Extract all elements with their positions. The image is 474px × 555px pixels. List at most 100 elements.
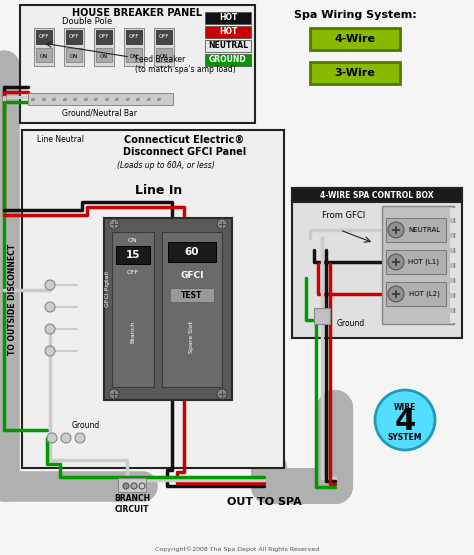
Text: OFF: OFF: [39, 34, 49, 39]
FancyBboxPatch shape: [126, 48, 142, 62]
FancyBboxPatch shape: [64, 28, 84, 66]
FancyBboxPatch shape: [450, 238, 458, 248]
Text: OFF: OFF: [99, 34, 109, 39]
FancyBboxPatch shape: [116, 246, 150, 264]
FancyBboxPatch shape: [156, 30, 172, 44]
Circle shape: [131, 483, 137, 489]
Text: ø: ø: [73, 97, 77, 102]
FancyBboxPatch shape: [170, 288, 214, 302]
Text: OFF: OFF: [129, 34, 139, 39]
Text: OFF: OFF: [69, 34, 79, 39]
Circle shape: [109, 389, 119, 399]
Text: ø: ø: [126, 97, 129, 102]
Text: ø: ø: [105, 97, 109, 102]
Circle shape: [45, 280, 55, 290]
Text: ON: ON: [130, 53, 138, 58]
Text: OFF: OFF: [127, 270, 139, 275]
Text: ON: ON: [100, 53, 108, 58]
FancyBboxPatch shape: [162, 232, 222, 387]
Text: ø: ø: [63, 97, 66, 102]
FancyBboxPatch shape: [292, 188, 462, 202]
Text: NEUTRAL: NEUTRAL: [408, 227, 440, 233]
Circle shape: [109, 219, 119, 229]
Text: ON: ON: [70, 53, 78, 58]
Circle shape: [388, 286, 404, 302]
FancyBboxPatch shape: [66, 48, 82, 62]
Circle shape: [139, 483, 145, 489]
Circle shape: [61, 433, 71, 443]
Text: HOT: HOT: [219, 28, 237, 37]
Circle shape: [75, 433, 85, 443]
FancyBboxPatch shape: [310, 28, 400, 50]
Text: ON: ON: [128, 238, 138, 243]
Text: ø: ø: [115, 97, 119, 102]
Text: ø: ø: [136, 97, 140, 102]
FancyBboxPatch shape: [314, 308, 330, 324]
Text: TEST: TEST: [182, 290, 203, 300]
Text: ø: ø: [42, 97, 46, 102]
Text: WIRE: WIRE: [394, 402, 416, 411]
Text: Double Pole: Double Pole: [62, 18, 112, 27]
Text: ø: ø: [31, 97, 35, 102]
FancyBboxPatch shape: [20, 5, 255, 123]
Circle shape: [45, 324, 55, 334]
Text: ø: ø: [146, 97, 150, 102]
FancyBboxPatch shape: [205, 54, 251, 66]
Text: Ground/Neutral Bar: Ground/Neutral Bar: [63, 108, 137, 118]
FancyBboxPatch shape: [205, 40, 251, 52]
Text: OFF: OFF: [159, 34, 169, 39]
Circle shape: [217, 389, 227, 399]
FancyBboxPatch shape: [450, 313, 458, 323]
Text: Line Neutral: Line Neutral: [37, 135, 84, 144]
FancyBboxPatch shape: [310, 62, 400, 84]
FancyBboxPatch shape: [450, 298, 458, 308]
Text: 4-WIRE SPA CONTROL BOX: 4-WIRE SPA CONTROL BOX: [320, 190, 434, 199]
Text: HOUSE BREAKER PANEL: HOUSE BREAKER PANEL: [73, 8, 202, 18]
FancyBboxPatch shape: [292, 188, 462, 338]
FancyBboxPatch shape: [450, 253, 458, 263]
Text: ø: ø: [94, 97, 98, 102]
FancyBboxPatch shape: [386, 250, 446, 274]
FancyBboxPatch shape: [450, 268, 458, 278]
FancyBboxPatch shape: [118, 478, 146, 492]
FancyBboxPatch shape: [450, 223, 458, 233]
Text: BRANCH
CIRCUIT: BRANCH CIRCUIT: [114, 495, 150, 514]
Text: NEUTRAL: NEUTRAL: [208, 42, 248, 51]
FancyBboxPatch shape: [386, 282, 446, 306]
Text: HOT (L2): HOT (L2): [409, 291, 439, 297]
FancyBboxPatch shape: [386, 218, 446, 242]
FancyBboxPatch shape: [22, 130, 284, 468]
Circle shape: [388, 222, 404, 238]
Text: GFCI: GFCI: [180, 271, 204, 280]
FancyBboxPatch shape: [154, 28, 174, 66]
FancyBboxPatch shape: [28, 93, 173, 105]
Text: SYSTEM: SYSTEM: [388, 433, 422, 442]
Text: Copyright©2008 The Spa Depot All Rights Reserved: Copyright©2008 The Spa Depot All Rights …: [155, 546, 319, 552]
Circle shape: [45, 302, 55, 312]
Text: ON: ON: [160, 53, 168, 58]
Text: 15: 15: [126, 250, 140, 260]
FancyBboxPatch shape: [36, 30, 52, 44]
Circle shape: [47, 433, 57, 443]
Circle shape: [375, 390, 435, 450]
Text: Ground: Ground: [72, 421, 100, 430]
Text: From GFCI: From GFCI: [322, 211, 365, 220]
Text: GROUND: GROUND: [209, 56, 247, 64]
Text: ø: ø: [157, 97, 161, 102]
Text: 60: 60: [185, 247, 199, 257]
Text: 4-Wire: 4-Wire: [335, 34, 375, 44]
Text: Connecticut Electric®
Disconnect GFCI Panel: Connecticut Electric® Disconnect GFCI Pa…: [123, 135, 246, 157]
Text: 3-Wire: 3-Wire: [335, 68, 375, 78]
Text: (Loads up to 60A, or less): (Loads up to 60A, or less): [117, 162, 215, 170]
Text: ø: ø: [52, 97, 56, 102]
FancyBboxPatch shape: [34, 28, 54, 66]
FancyBboxPatch shape: [124, 28, 144, 66]
Text: 4: 4: [394, 407, 416, 436]
Text: Line In: Line In: [135, 184, 182, 196]
Circle shape: [388, 254, 404, 270]
FancyBboxPatch shape: [382, 206, 454, 324]
Text: ø: ø: [83, 97, 87, 102]
Text: OUT TO SPA: OUT TO SPA: [227, 497, 301, 507]
Text: Ground: Ground: [337, 319, 365, 327]
FancyBboxPatch shape: [96, 48, 112, 62]
